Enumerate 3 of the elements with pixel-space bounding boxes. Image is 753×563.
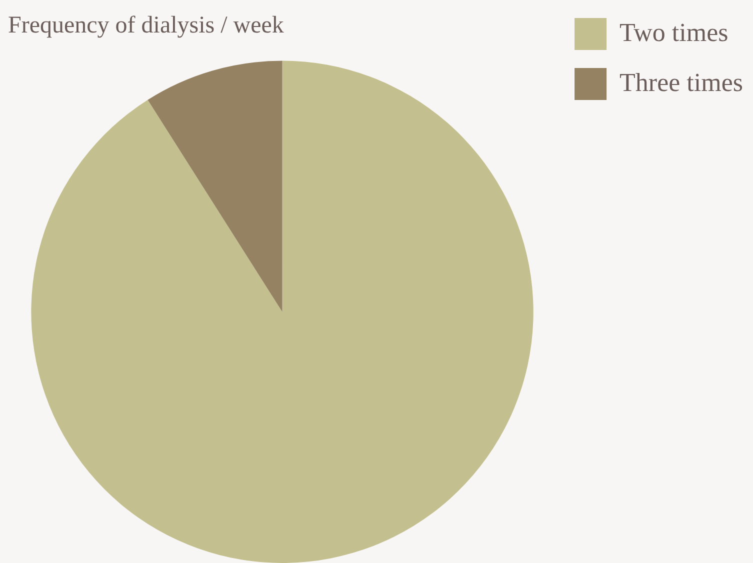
legend-label: Three times <box>620 68 744 97</box>
chart-title: Frequency of dialysis / week <box>8 12 284 39</box>
legend-label: Two times <box>620 18 728 47</box>
